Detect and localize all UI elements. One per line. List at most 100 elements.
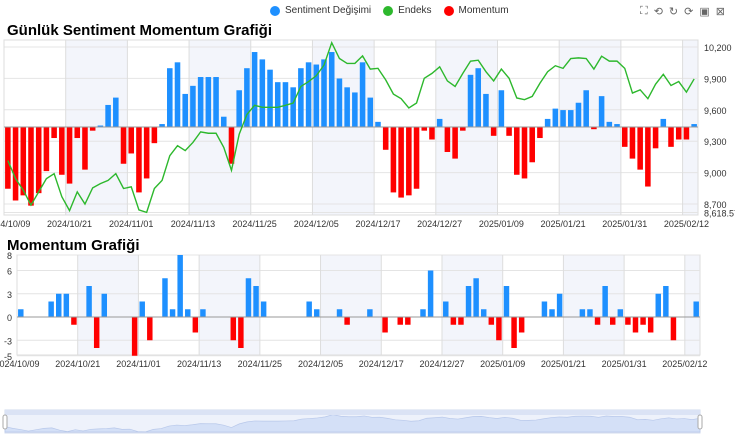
momentum-bar-negative bbox=[444, 127, 451, 152]
sentiment-bar-positive bbox=[251, 52, 258, 127]
momentum-bar-positive bbox=[655, 293, 661, 317]
momentum-bar-positive bbox=[139, 301, 145, 317]
momentum-bar-negative bbox=[511, 317, 517, 348]
momentum-bar-positive bbox=[200, 309, 206, 317]
sentiment-bar-positive bbox=[197, 77, 204, 127]
save-image-icon[interactable]: ⊠ bbox=[715, 6, 725, 18]
momentum-bar-negative bbox=[398, 127, 404, 198]
momentum-bar-positive bbox=[541, 301, 548, 317]
sentiment-bar-positive bbox=[583, 90, 589, 127]
x-tick-label: 2024/11/25 bbox=[238, 359, 282, 369]
slider-handle-right[interactable] bbox=[697, 414, 703, 430]
momentum-bar-negative bbox=[5, 127, 11, 189]
legend-dot-icon bbox=[270, 5, 280, 16]
zoom-icon[interactable]: ⛶ bbox=[640, 5, 648, 17]
momentum-bar-negative bbox=[143, 127, 150, 179]
legend-item-momentum[interactable]: Momentum bbox=[443, 5, 509, 16]
momentum-bar-positive bbox=[480, 309, 487, 317]
momentum-bar-positive bbox=[177, 255, 183, 317]
y-tick-label: 8,618.57 bbox=[704, 209, 735, 219]
sentiment-bar-positive bbox=[174, 62, 181, 127]
sentiment-bar-positive bbox=[190, 85, 196, 127]
momentum-bar-negative bbox=[529, 127, 535, 163]
momentum-bar-negative bbox=[421, 127, 428, 131]
sentiment-bar-positive bbox=[436, 118, 443, 127]
momentum-bar-negative bbox=[382, 317, 388, 333]
x-tick-label: 2024/11/01 bbox=[116, 359, 160, 369]
momentum-chart-title: Momentum Grafiği bbox=[7, 237, 140, 254]
momentum-bar-negative bbox=[537, 127, 543, 139]
y-tick-label: 0 bbox=[7, 313, 12, 323]
momentum-bar-negative bbox=[609, 317, 616, 325]
momentum-bar-positive bbox=[443, 301, 449, 317]
sentiment-bar-positive bbox=[467, 74, 474, 127]
sentiment-bar-positive bbox=[321, 59, 327, 127]
sentiment-bar-positive bbox=[691, 124, 697, 127]
momentum-bar-negative bbox=[629, 127, 636, 159]
momentum-bar-positive bbox=[101, 293, 108, 317]
y-tick-label: 9,900 bbox=[704, 74, 727, 84]
y-tick-label: -3 bbox=[4, 336, 12, 346]
momentum-bar-negative bbox=[488, 317, 495, 325]
momentum-bar-negative bbox=[514, 127, 520, 175]
data-zoom-slider[interactable] bbox=[2, 409, 703, 434]
momentum-bar-negative bbox=[120, 127, 127, 164]
endeks-line bbox=[7, 40, 695, 214]
refresh-icon[interactable]: ⟳ bbox=[684, 6, 694, 18]
sentiment-bar-positive bbox=[298, 68, 304, 127]
momentum-bar-negative bbox=[413, 127, 420, 189]
x-tick-label: 2024/11/25 bbox=[232, 219, 276, 229]
x-tick-label: 2025/01/09 bbox=[479, 219, 524, 229]
momentum-bar-negative bbox=[591, 127, 597, 130]
momentum-bar-negative bbox=[35, 127, 42, 194]
momentum-bar-negative bbox=[450, 317, 457, 325]
momentum-bar-negative bbox=[458, 317, 464, 325]
restore-icon[interactable]: ↻ bbox=[668, 6, 679, 18]
sentiment-bar-positive bbox=[552, 108, 559, 127]
sentiment-bar-positive bbox=[660, 118, 667, 127]
momentum-bar-negative bbox=[490, 127, 497, 136]
y-tick-label: 6 bbox=[7, 267, 12, 277]
momentum-bar-negative bbox=[66, 127, 73, 184]
momentum-bar-positive bbox=[18, 309, 24, 317]
momentum-bar-negative bbox=[43, 127, 50, 172]
legend-label: Endeks bbox=[398, 5, 432, 16]
x-tick-label: 2024/12/17 bbox=[355, 219, 400, 229]
data-view-icon[interactable]: ▣ bbox=[699, 6, 710, 18]
y-tick-label: 10,200 bbox=[704, 43, 732, 53]
sentiment-bar-positive bbox=[544, 118, 551, 127]
momentum-bar-negative bbox=[632, 317, 639, 333]
main-chart-title: Günlük Sentiment Momentum Grafiği bbox=[7, 22, 273, 39]
legend-dot-icon bbox=[383, 5, 394, 16]
sentiment-bar-positive bbox=[105, 104, 111, 127]
y-tick-label: 9,600 bbox=[704, 106, 727, 116]
legend-item-endeks[interactable]: Endeks bbox=[383, 5, 432, 16]
momentum-bar-negative bbox=[230, 317, 237, 341]
y-tick-label: 3 bbox=[7, 290, 12, 300]
x-tick-label: 2024/10/21 bbox=[47, 219, 92, 229]
sentiment-bar-positive bbox=[159, 124, 165, 127]
momentum-bar-negative bbox=[28, 127, 34, 206]
momentum-bar-negative bbox=[406, 127, 412, 196]
momentum-bar-positive bbox=[162, 278, 168, 317]
y-tick-label: 9,300 bbox=[704, 137, 727, 147]
sentiment-bar-positive bbox=[367, 97, 374, 127]
chart-band bbox=[563, 255, 625, 355]
momentum-bar-negative bbox=[20, 127, 27, 196]
x-tick-label: 2025/01/09 bbox=[480, 359, 525, 369]
zoom-reset-icon[interactable]: ⟲ bbox=[653, 6, 663, 18]
x-tick-label: 2024/10/21 bbox=[55, 359, 100, 369]
momentum-bar-negative bbox=[621, 127, 628, 147]
momentum-bar-negative bbox=[518, 317, 525, 333]
momentum-bar-negative bbox=[51, 127, 57, 139]
momentum-bar-negative bbox=[675, 127, 682, 140]
x-tick-label: 2025/01/31 bbox=[602, 219, 647, 229]
legend-item-sentiment[interactable]: Sentiment Değişimi bbox=[270, 5, 371, 16]
momentum-bar-positive bbox=[556, 293, 563, 317]
x-tick-label: 2025/01/21 bbox=[541, 219, 586, 229]
slider-handle-left[interactable] bbox=[2, 414, 8, 430]
sentiment-bar-positive bbox=[344, 87, 350, 127]
momentum-bar-positive bbox=[602, 286, 608, 317]
x-tick-label: 2024/11/13 bbox=[177, 359, 221, 369]
momentum-bar-negative bbox=[151, 127, 158, 144]
